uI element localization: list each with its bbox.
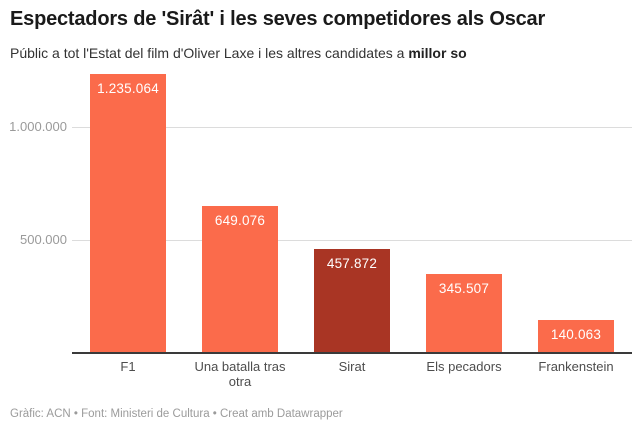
x-axis-category-label: Sirat xyxy=(338,359,366,374)
x-axis-line xyxy=(72,352,632,354)
chart-subtitle: Públic a tot l'Estat del film d'Oliver L… xyxy=(10,44,630,62)
y-gridline xyxy=(72,127,632,128)
bar-value-label: 649.076 xyxy=(214,212,266,228)
x-axis-category-label: Frankenstein xyxy=(538,359,614,374)
chart-title: Espectadors de 'Sirât' i les seves compe… xyxy=(10,8,546,30)
bar: 345.507 xyxy=(426,274,502,352)
bar-value-label: 457.872 xyxy=(326,255,378,271)
x-axis-category-label: F1 xyxy=(120,359,136,374)
chart-footer-attribution: Gràfic: ACN • Font: Ministeri de Cultura… xyxy=(10,408,343,420)
bar: 457.872 xyxy=(314,248,390,352)
y-axis-tick-label: 500.000 xyxy=(20,231,67,247)
y-gridline xyxy=(72,239,632,241)
bar: 1.235.064 xyxy=(90,74,166,352)
bar-value-label: 1.235.064 xyxy=(97,81,159,97)
y-axis-tick-label: 1.000.000 xyxy=(9,119,67,134)
bar-value-label: 345.507 xyxy=(438,281,490,297)
chart-subtitle-bold: millor so xyxy=(408,45,467,61)
x-axis-category-label: Els pecadors xyxy=(426,359,502,374)
bar-value-label: 140.063 xyxy=(550,327,602,343)
bar: 649.076 xyxy=(202,205,278,352)
chart-subtitle-text: Públic a tot l'Estat del film d'Oliver L… xyxy=(10,45,409,61)
x-axis-category-label: Una batalla tras otra xyxy=(194,359,286,389)
bar: 140.063 xyxy=(538,320,614,352)
